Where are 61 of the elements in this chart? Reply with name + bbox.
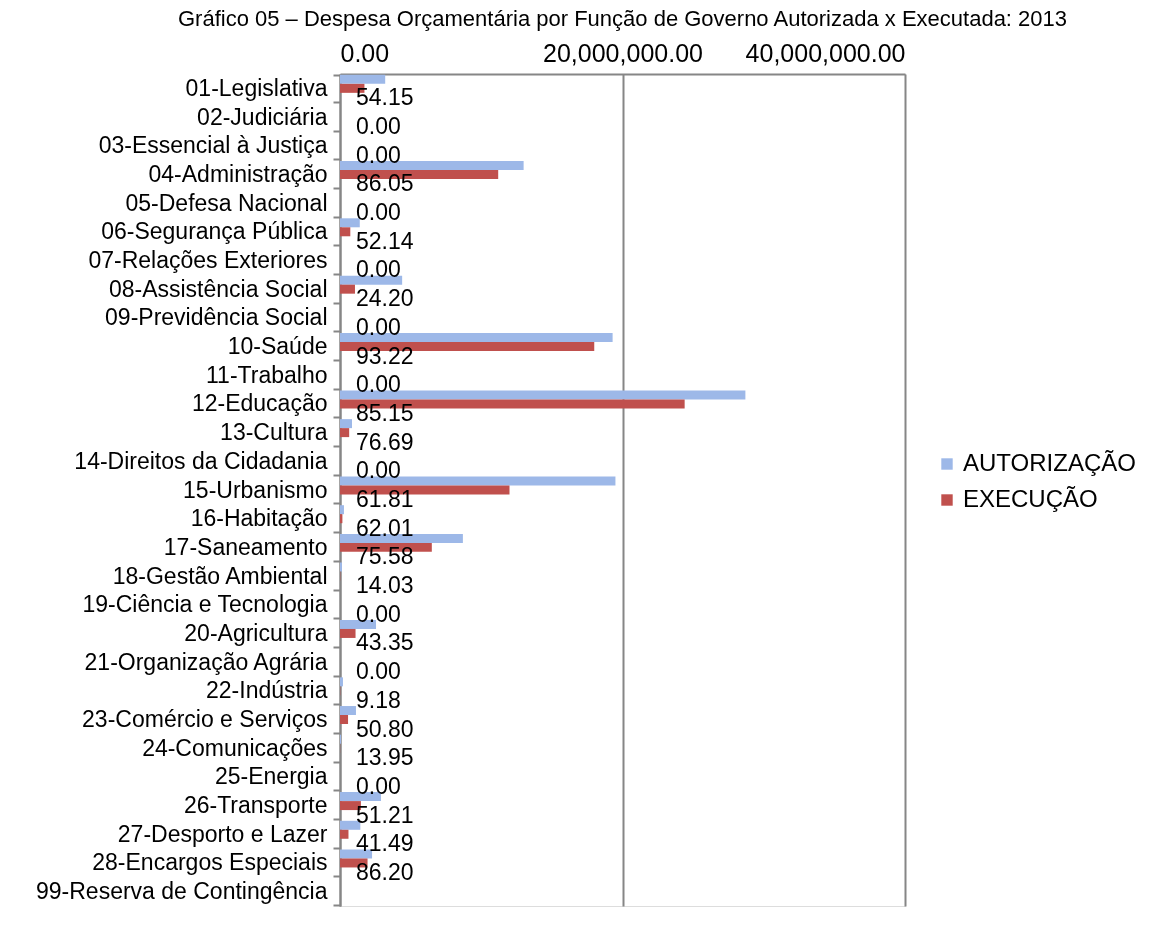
y-tick-label: 14-Direitos da Cidadania [74, 447, 328, 474]
data-label: 51.21 [356, 801, 414, 828]
data-label: 0.00 [356, 113, 401, 140]
y-tick-label: 25-Energia [214, 763, 328, 790]
y-tick-label: 05-Defesa Nacional [125, 189, 328, 216]
data-label: 0.00 [356, 199, 401, 226]
y-tick-label: 19-Ciência e Tecnologia [82, 591, 328, 618]
y-tick-label: 18-Gestão Ambiental [112, 562, 328, 589]
data-label: 0.00 [356, 772, 401, 799]
data-label: 50.80 [356, 715, 414, 742]
y-tick-label: 24-Comunicações [142, 734, 328, 761]
x-tick-label: 0.00 [340, 38, 390, 67]
y-tick-label: 01-Legislativa [185, 74, 328, 101]
data-label: 76.69 [356, 428, 414, 455]
data-label: 0.00 [356, 371, 401, 398]
y-tick-label: 27-Desporto e Lazer [117, 820, 328, 847]
data-label: 24.20 [356, 285, 414, 312]
y-tick-label: 02-Judiciária [197, 103, 328, 130]
data-label: 43.35 [356, 629, 414, 656]
data-label: 54.15 [356, 84, 414, 111]
y-tick-label: 10-Saúde [227, 333, 328, 360]
data-label: 14.03 [356, 572, 414, 599]
y-tick-label: 26-Transporte [183, 792, 328, 819]
data-label: 0.00 [356, 457, 401, 484]
data-label: 0.00 [356, 313, 401, 340]
data-label: 62.01 [356, 514, 414, 541]
y-tick-label: 07-Relações Exteriores [88, 246, 328, 273]
y-tick-label: 12-Educação [191, 390, 328, 417]
x-tick-label: 40,000,000.00 [745, 38, 906, 67]
y-tick-label: 21-Organização Agrária [84, 648, 328, 675]
data-label: 9.18 [356, 686, 401, 713]
y-tick-label: 23-Comércio e Serviços [82, 706, 328, 733]
legend-label: AUTORIZAÇÃO [963, 449, 1136, 476]
data-label: 86.20 [356, 858, 414, 885]
y-tick-label: 22-Indústria [206, 677, 328, 704]
data-label: 0.00 [356, 658, 401, 685]
y-tick-label: 13-Cultura [220, 419, 328, 446]
y-tick-label: 08-Assistência Social [108, 275, 328, 302]
data-label: 0.00 [356, 256, 401, 283]
data-label: 75.58 [356, 543, 414, 570]
chart-title: Gráfico 05 – Despesa Orçamentária por Função de Governo Autorizada x Executada: 2013 [177, 6, 1068, 31]
data-label: 0.00 [356, 141, 401, 168]
y-tick-label: 11-Trabalho [206, 361, 328, 388]
data-label: 41.49 [356, 830, 414, 857]
legend-label: EXECUÇÃO [963, 485, 1098, 512]
y-tick-label: 16-Habitação [190, 505, 328, 532]
data-label: 61.81 [356, 485, 414, 512]
y-tick-label: 03-Essencial à Justiça [98, 132, 328, 159]
y-tick-label: 17-Saneamento [163, 533, 328, 560]
data-label: 0.00 [356, 600, 401, 627]
x-tick-label: 20,000,000.00 [543, 38, 703, 67]
y-tick-label: 20-Agricultura [184, 619, 328, 646]
y-tick-label: 06-Segurança Pública [101, 218, 328, 245]
y-tick-label: 99-Reserva de Contingência [35, 878, 328, 905]
y-tick-label: 28-Encargos Especiais [92, 849, 328, 876]
data-label: 52.14 [356, 227, 414, 254]
y-tick-label: 09-Previdência Social [105, 304, 328, 331]
y-tick-label: 15-Urbanismo [183, 476, 328, 503]
data-label: 85.15 [356, 399, 414, 426]
y-tick-label: 04-Administração [148, 160, 328, 187]
data-label: 13.95 [356, 744, 414, 771]
